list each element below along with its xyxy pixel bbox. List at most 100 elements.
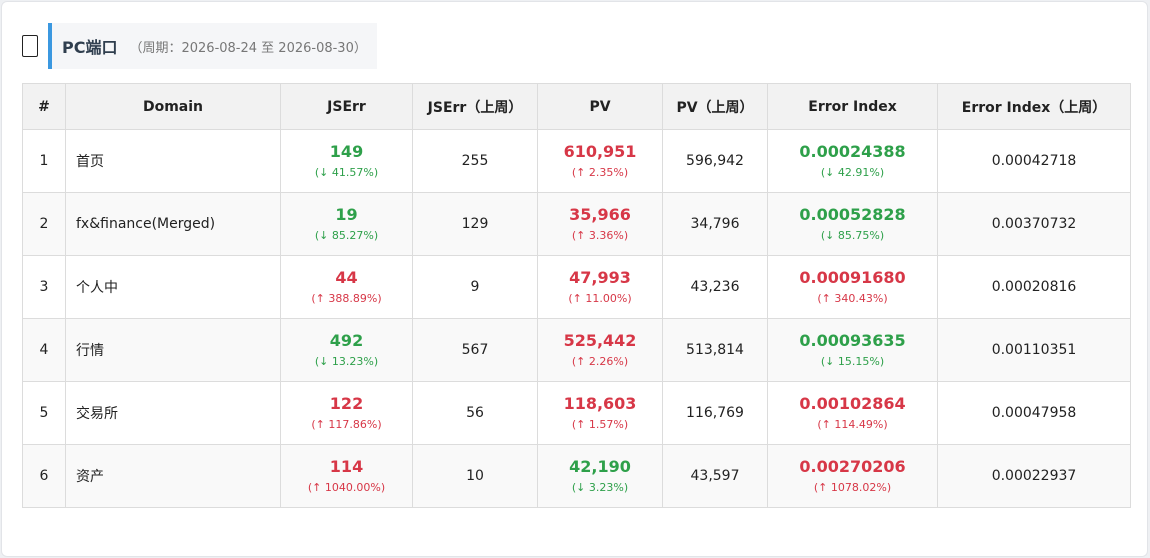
jserr-prev: 129 xyxy=(412,192,538,256)
pv-value: 47,993 xyxy=(569,268,631,287)
table-row: 5 交易所 122 (↑ 117.86%) 56 118,603 (↑ 1.57%) 116,… xyxy=(22,381,1131,445)
domain-name: 首页 xyxy=(65,129,281,193)
jserr-cell: 149 (↓ 41.57%) xyxy=(280,129,413,193)
jserr-cell: 492 (↓ 13.23%) xyxy=(280,318,413,382)
table-row: 1 首页 149 (↓ 41.57%) 255 610,951 (↑ 2.35%) 596,9… xyxy=(22,129,1131,193)
error-index-change: (↑ 340.43%) xyxy=(817,292,888,305)
jserr-change: (↓ 85.27%) xyxy=(314,229,379,242)
table-row: 6 资产 114 (↑ 1040.00%) 10 42,190 (↓ 3.23%) 43,59… xyxy=(22,444,1131,508)
error-index-cell: 0.00052828 (↓ 85.75%) xyxy=(767,192,938,256)
pv-value: 42,190 xyxy=(569,457,631,476)
jserr-prev: 255 xyxy=(412,129,538,193)
jserr-prev: 10 xyxy=(412,444,538,508)
domain-name: 个人中 xyxy=(65,255,281,319)
domain-name: 交易所 xyxy=(65,381,281,445)
column-header[interactable]: PV xyxy=(537,83,663,130)
title-box: PC端口 （周期：2026-08-24 至 2026-08-30） xyxy=(48,23,377,69)
pv-cell: 610,951 (↑ 2.35%) xyxy=(537,129,663,193)
domain-name: 资产 xyxy=(65,444,281,508)
error-index-prev: 0.00022937 xyxy=(937,444,1131,508)
page-subtitle: （周期：2026-08-24 至 2026-08-30） xyxy=(129,40,367,56)
jserr-cell: 19 (↓ 85.27%) xyxy=(280,192,413,256)
report-header: PC端口 （周期：2026-08-24 至 2026-08-30） xyxy=(22,23,377,69)
column-header[interactable]: JSErr（上周） xyxy=(412,83,538,130)
table-row: 2 fx&finance(Merged) 19 (↓ 85.27%) 129 35,966… xyxy=(22,192,1131,256)
error-index-prev: 0.00110351 xyxy=(937,318,1131,382)
jserr-change: (↑ 388.89%) xyxy=(311,292,382,305)
column-header[interactable]: Error Index xyxy=(767,83,938,130)
jserr-cell: 114 (↑ 1040.00%) xyxy=(280,444,413,508)
error-index-change: (↑ 1078.02%) xyxy=(813,481,892,494)
pv-value: 525,442 xyxy=(563,331,637,350)
error-index-prev: 0.00042718 xyxy=(937,129,1131,193)
jserr-cell: 122 (↑ 117.86%) xyxy=(280,381,413,445)
pv-prev: 43,236 xyxy=(662,255,768,319)
column-header[interactable]: Domain xyxy=(65,83,281,130)
column-header[interactable]: JSErr xyxy=(280,83,413,130)
pv-change: (↑ 1.57%) xyxy=(571,418,629,431)
pv-prev: 43,597 xyxy=(662,444,768,508)
pv-prev: 596,942 xyxy=(662,129,768,193)
error-index-change: (↑ 114.49%) xyxy=(817,418,888,431)
column-header[interactable]: PV（上周） xyxy=(662,83,768,130)
row-number: 5 xyxy=(22,381,66,445)
error-index-value: 0.00024388 xyxy=(799,142,906,161)
error-index-value: 0.00091680 xyxy=(799,268,906,287)
error-index-value: 0.00052828 xyxy=(799,205,906,224)
jserr-value: 114 xyxy=(329,457,364,476)
row-number: 3 xyxy=(22,255,66,319)
domain-name: fx&finance(Merged) xyxy=(65,192,281,256)
error-index-value: 0.00102864 xyxy=(799,394,906,413)
pv-prev: 116,769 xyxy=(662,381,768,445)
jserr-prev: 9 xyxy=(412,255,538,319)
pv-prev: 34,796 xyxy=(662,192,768,256)
pv-value: 610,951 xyxy=(563,142,637,161)
table-row: 4 行情 492 (↓ 13.23%) 567 525,442 (↑ 2.26%) 513,8… xyxy=(22,318,1131,382)
row-number: 4 xyxy=(22,318,66,382)
error-index-prev: 0.00047958 xyxy=(937,381,1131,445)
error-index-change: (↓ 85.75%) xyxy=(820,229,885,242)
jserr-change: (↑ 117.86%) xyxy=(311,418,382,431)
error-index-cell: 0.00093635 (↓ 15.15%) xyxy=(767,318,938,382)
column-header[interactable]: # xyxy=(22,83,66,130)
jserr-change: (↓ 13.23%) xyxy=(314,355,379,368)
row-number: 6 xyxy=(22,444,66,508)
error-index-prev: 0.00020816 xyxy=(937,255,1131,319)
column-header[interactable]: Error Index（上周） xyxy=(937,83,1131,130)
row-number: 2 xyxy=(22,192,66,256)
jserr-change: (↓ 41.57%) xyxy=(314,166,379,179)
error-index-change: (↓ 42.91%) xyxy=(820,166,885,179)
document-icon xyxy=(22,35,38,57)
error-index-cell: 0.00270206 (↑ 1078.02%) xyxy=(767,444,938,508)
jserr-cell: 44 (↑ 388.89%) xyxy=(280,255,413,319)
domain-name: 行情 xyxy=(65,318,281,382)
pv-change: (↑ 11.00%) xyxy=(568,292,632,305)
jserr-change: (↑ 1040.00%) xyxy=(307,481,386,494)
error-index-value: 0.00270206 xyxy=(799,457,906,476)
row-number: 1 xyxy=(22,129,66,193)
pv-cell: 47,993 (↑ 11.00%) xyxy=(537,255,663,319)
page-title: PC端口 xyxy=(62,38,118,57)
error-index-cell: 0.00024388 (↓ 42.91%) xyxy=(767,129,938,193)
error-index-cell: 0.00102864 (↑ 114.49%) xyxy=(767,381,938,445)
pv-change: (↓ 3.23%) xyxy=(571,481,629,494)
pv-change: (↑ 3.36%) xyxy=(571,229,629,242)
table-row: 3 个人中 44 (↑ 388.89%) 9 47,993 (↑ 11.00%) 43,236… xyxy=(22,255,1131,319)
pv-change: (↑ 2.35%) xyxy=(571,166,629,179)
jserr-prev: 56 xyxy=(412,381,538,445)
pv-cell: 35,966 (↑ 3.36%) xyxy=(537,192,663,256)
error-index-cell: 0.00091680 (↑ 340.43%) xyxy=(767,255,938,319)
pv-change: (↑ 2.26%) xyxy=(571,355,629,368)
jserr-value: 122 xyxy=(329,394,364,413)
pv-cell: 42,190 (↓ 3.23%) xyxy=(537,444,663,508)
pv-value: 118,603 xyxy=(563,394,637,413)
error-index-value: 0.00093635 xyxy=(799,331,906,350)
error-index-prev: 0.00370732 xyxy=(937,192,1131,256)
pv-cell: 118,603 (↑ 1.57%) xyxy=(537,381,663,445)
error-table: # Domain JSErr JSErr（上周） PV PV（上周） Error… xyxy=(22,83,1131,508)
jserr-value: 44 xyxy=(335,268,358,287)
jserr-value: 19 xyxy=(335,205,358,224)
table-header-row: # Domain JSErr JSErr（上周） PV PV（上周） Error… xyxy=(22,83,1131,130)
error-index-change: (↓ 15.15%) xyxy=(820,355,885,368)
